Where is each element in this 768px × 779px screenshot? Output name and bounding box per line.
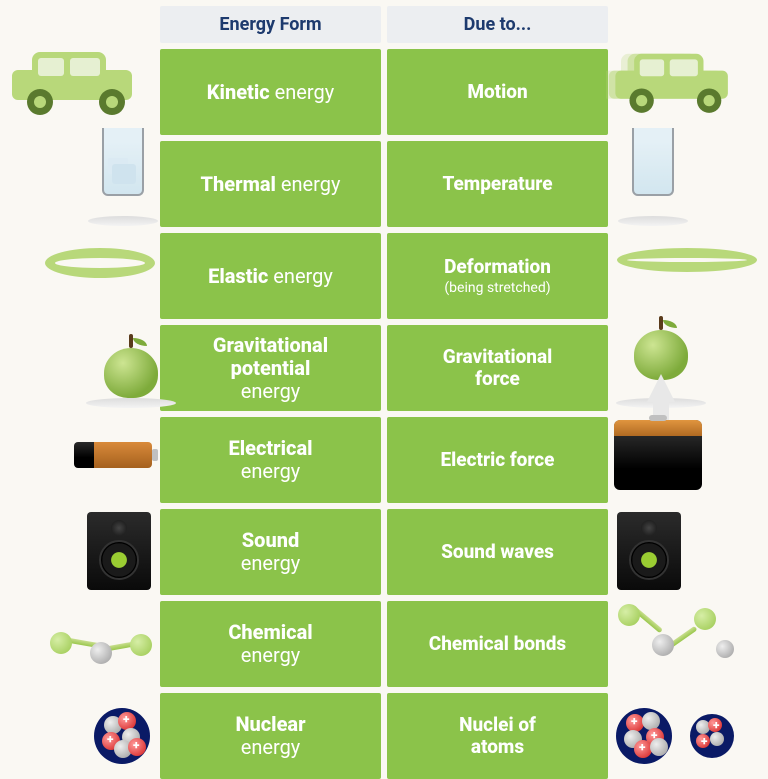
battery-aa-icon: [74, 440, 156, 470]
due-to-text: Gravitationalforce: [443, 346, 552, 390]
due-to-text: Temperature: [442, 173, 552, 195]
speaker-icon: [84, 510, 154, 592]
energy-form-cell: Thermal energy: [160, 141, 381, 227]
table-header-row: Energy Form Due to...: [160, 6, 608, 43]
apple-icon: [86, 330, 176, 408]
nucleus-small-icon: [688, 712, 736, 760]
due-to-text: Electric force: [441, 449, 555, 471]
energy-form-text: Kinetic energy: [207, 81, 334, 104]
header-due-to: Due to...: [387, 6, 608, 43]
energy-form-cell: Electricalenergy: [160, 417, 381, 503]
energy-form-text: Nuclearenergy: [235, 713, 305, 759]
table-body: Kinetic energy Motion Thermal energy Temper…: [160, 49, 608, 779]
table-row: Nuclearenergy Nuclei ofatoms: [160, 693, 608, 779]
table-row: Electricalenergy Electric force: [160, 417, 608, 503]
due-to-subtext: (being stretched): [444, 280, 550, 296]
due-to-text: Motion: [467, 81, 527, 103]
table-row: Thermal energy Temperature: [160, 141, 608, 227]
table-row: Gravitationalpotentialenergy Gravitationa…: [160, 325, 608, 411]
table-row: Chemicalenergy Chemical bonds: [160, 601, 608, 687]
energy-form-cell: Soundenergy: [160, 509, 381, 595]
energy-form-bold: Thermal: [201, 172, 276, 196]
due-to-cell: Deformation (being stretched): [387, 233, 608, 319]
car-motion-icon: [606, 40, 756, 120]
due-to-text: Chemical bonds: [429, 633, 566, 655]
energy-form-text: Thermal energy: [201, 173, 341, 196]
energy-form-text: Soundenergy: [241, 529, 301, 575]
energy-form-cell: Gravitationalpotentialenergy: [160, 325, 381, 411]
energy-form-cell: Nuclearenergy: [160, 693, 381, 779]
due-to-cell: Gravitationalforce: [387, 325, 608, 411]
energy-form-text: Electricalenergy: [228, 437, 312, 483]
header-energy-form: Energy Form: [160, 6, 381, 43]
due-to-cell: Chemical bonds: [387, 601, 608, 687]
table-row: Elastic energy Deformation (being stretche…: [160, 233, 608, 319]
nucleus-right-icon: [614, 706, 674, 766]
energy-form-text: Gravitationalpotentialenergy: [213, 334, 328, 403]
apple-rising-icon: [616, 312, 706, 408]
bracelet-stretched-icon: [612, 248, 762, 284]
speaker-right-icon: [614, 510, 684, 592]
due-to-text: Sound waves: [441, 541, 554, 563]
due-to-cell: Sound waves: [387, 509, 608, 595]
energy-form-bold: Kinetic: [207, 80, 270, 104]
table-row: Kinetic energy Motion: [160, 49, 608, 135]
due-to-text: Nuclei ofatoms: [459, 714, 536, 758]
car-icon: [2, 40, 152, 120]
energy-form-cell: Chemicalenergy: [160, 601, 381, 687]
due-to-cell: Temperature: [387, 141, 608, 227]
energy-form-rest: energy: [276, 172, 341, 196]
due-to-cell: Motion: [387, 49, 608, 135]
energy-form-bold: Elastic: [208, 264, 268, 288]
energy-form-rest: energy: [268, 264, 333, 288]
due-to-cell: Electric force: [387, 417, 608, 503]
nucleus-icon: [92, 706, 152, 766]
energy-form-text: Chemicalenergy: [228, 621, 312, 667]
due-to-text: Deformation: [444, 256, 551, 278]
glass-warm-icon: [618, 128, 688, 226]
energy-form-rest: energy: [270, 80, 335, 104]
energy-table: Energy Form Due to... Kinetic energy Moti…: [160, 6, 608, 779]
due-to-cell: Nuclei ofatoms: [387, 693, 608, 779]
bracelet-icon: [40, 248, 160, 284]
energy-form-cell: Elastic energy: [160, 233, 381, 319]
energy-form-text: Elastic energy: [208, 265, 333, 288]
battery-d-icon: [614, 418, 714, 492]
energy-form-cell: Kinetic energy: [160, 49, 381, 135]
table-row: Soundenergy Sound waves: [160, 509, 608, 595]
glass-ice-icon: [88, 128, 158, 226]
molecule-right-icon: [612, 602, 742, 672]
molecule-icon: [46, 622, 156, 672]
